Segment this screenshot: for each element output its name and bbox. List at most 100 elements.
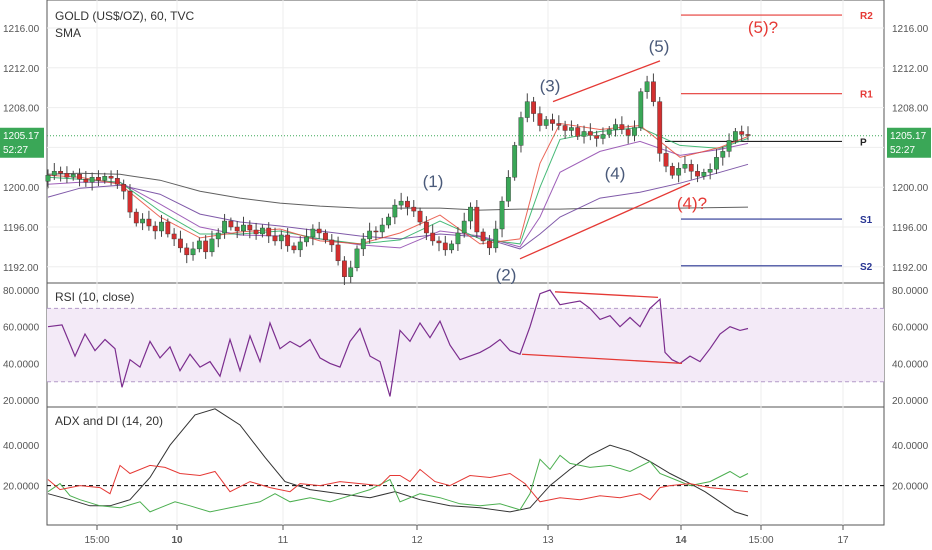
candle-body [89, 177, 95, 183]
wave-label: (3) [540, 77, 561, 96]
candle-body [329, 239, 335, 246]
y-tick-right: 1192.00 [892, 263, 928, 274]
candle-body [392, 204, 398, 218]
candle-body [247, 224, 253, 231]
candle-body [518, 117, 524, 146]
candle-body [726, 140, 732, 152]
candle-body [550, 119, 555, 124]
candle-body [398, 200, 404, 206]
candle-body [184, 247, 190, 256]
countdown-label: 52:27 [890, 145, 915, 156]
candle-body [316, 228, 322, 234]
candle-body [430, 232, 436, 242]
candle-body [45, 175, 51, 182]
wave-label: (4) [605, 164, 626, 183]
candle-body [152, 225, 158, 232]
candle-body [663, 153, 669, 167]
candle-body [455, 232, 461, 245]
x-axis: 15:00 10 11 12 13 14 15:00 17 [84, 525, 849, 546]
grid [47, 0, 884, 525]
candle-body [196, 240, 202, 250]
rsi-trendline [554, 291, 659, 298]
candle-body [537, 113, 543, 126]
candle-body [127, 190, 133, 213]
candle-body [745, 134, 751, 136]
candle-body [146, 218, 152, 227]
candle-body [260, 227, 265, 235]
panel-frames [46, 0, 885, 526]
candle-body [423, 221, 429, 234]
sma-line [47, 163, 749, 250]
candle-body [600, 134, 606, 139]
rsi-line [47, 289, 749, 397]
candle-body [178, 238, 183, 249]
candle-body [651, 81, 656, 102]
pivot-label: R1 [860, 90, 873, 101]
x-tick-label: 10 [171, 535, 183, 546]
x-tick-label: 15:00 [84, 535, 109, 546]
countdown-label: 52:27 [3, 145, 28, 156]
candle-body [417, 210, 423, 223]
rsi-band-fill [47, 308, 884, 382]
candle-body [695, 171, 700, 177]
candle-body [70, 174, 76, 178]
candlesticks [45, 73, 751, 286]
wave-label: (2) [496, 266, 517, 285]
trendline [552, 60, 661, 103]
adx-pane[interactable]: ADX and DI (14, 20) [47, 408, 884, 517]
price-pane[interactable]: R2 R1 P S1 S2 (1) (2) (3) (4) (5) (4)? (5)? GOLD (… [45, 9, 873, 286]
candle-body [562, 125, 568, 131]
sma-line [47, 140, 749, 249]
candle-body [272, 235, 278, 242]
candle-body [102, 176, 108, 181]
x-tick-label: 13 [542, 535, 554, 546]
candle-body [682, 164, 688, 169]
wave-label: (4)? [677, 194, 707, 213]
price-trendlines [519, 60, 691, 260]
y-tick-left: 1192.00 [3, 263, 39, 274]
candle-body [499, 200, 505, 230]
candle-body [241, 224, 246, 232]
rsi-lines [47, 289, 884, 397]
pivot-levels: R2 R1 P S1 S2 [665, 11, 873, 273]
candle-body [234, 226, 240, 232]
y-tick-right: 1196.00 [892, 223, 928, 234]
candle-body [720, 151, 726, 158]
candle-body [625, 129, 631, 136]
rsi-pane[interactable]: RSI (10, close) [47, 289, 884, 397]
candle-body [253, 229, 259, 235]
candle-body [304, 236, 309, 243]
y-tick-right: 1216.00 [892, 24, 929, 35]
candle-body [707, 169, 713, 173]
candle-body [58, 171, 64, 174]
rsi-trendline [521, 353, 683, 365]
x-tick-label: 14 [675, 535, 687, 546]
candle-body [449, 243, 455, 251]
adx-series-line [47, 454, 749, 513]
candle-body [228, 220, 234, 228]
candle-body [644, 81, 650, 92]
candle-body [632, 127, 637, 136]
adx-tick-left: 20.0000 [3, 482, 40, 493]
price-tags: 1205.17 52:27 1205.17 52:27 [0, 127, 931, 158]
rsi-tick-right: 20.0000 [892, 396, 929, 407]
candle-body [96, 177, 101, 181]
pivot-label: S1 [860, 215, 873, 226]
candle-body [323, 232, 328, 241]
rsi-tick-left: 20.0000 [3, 396, 40, 407]
y-tick-right: 1208.00 [892, 104, 929, 115]
candle-body [341, 260, 347, 277]
candle-body [569, 127, 574, 131]
chart-title: GOLD (US$/OZ), 60, TVC [55, 9, 194, 23]
candle-body [531, 101, 536, 114]
pivot-label: S2 [860, 262, 873, 273]
candle-body [310, 228, 316, 238]
rsi-tick-right: 60.0000 [892, 323, 929, 334]
candle-body [140, 218, 145, 224]
candle-body [512, 145, 518, 178]
candle-body [487, 240, 492, 249]
candle-body [379, 224, 385, 233]
candle-body [190, 248, 196, 256]
candle-body [619, 124, 625, 130]
